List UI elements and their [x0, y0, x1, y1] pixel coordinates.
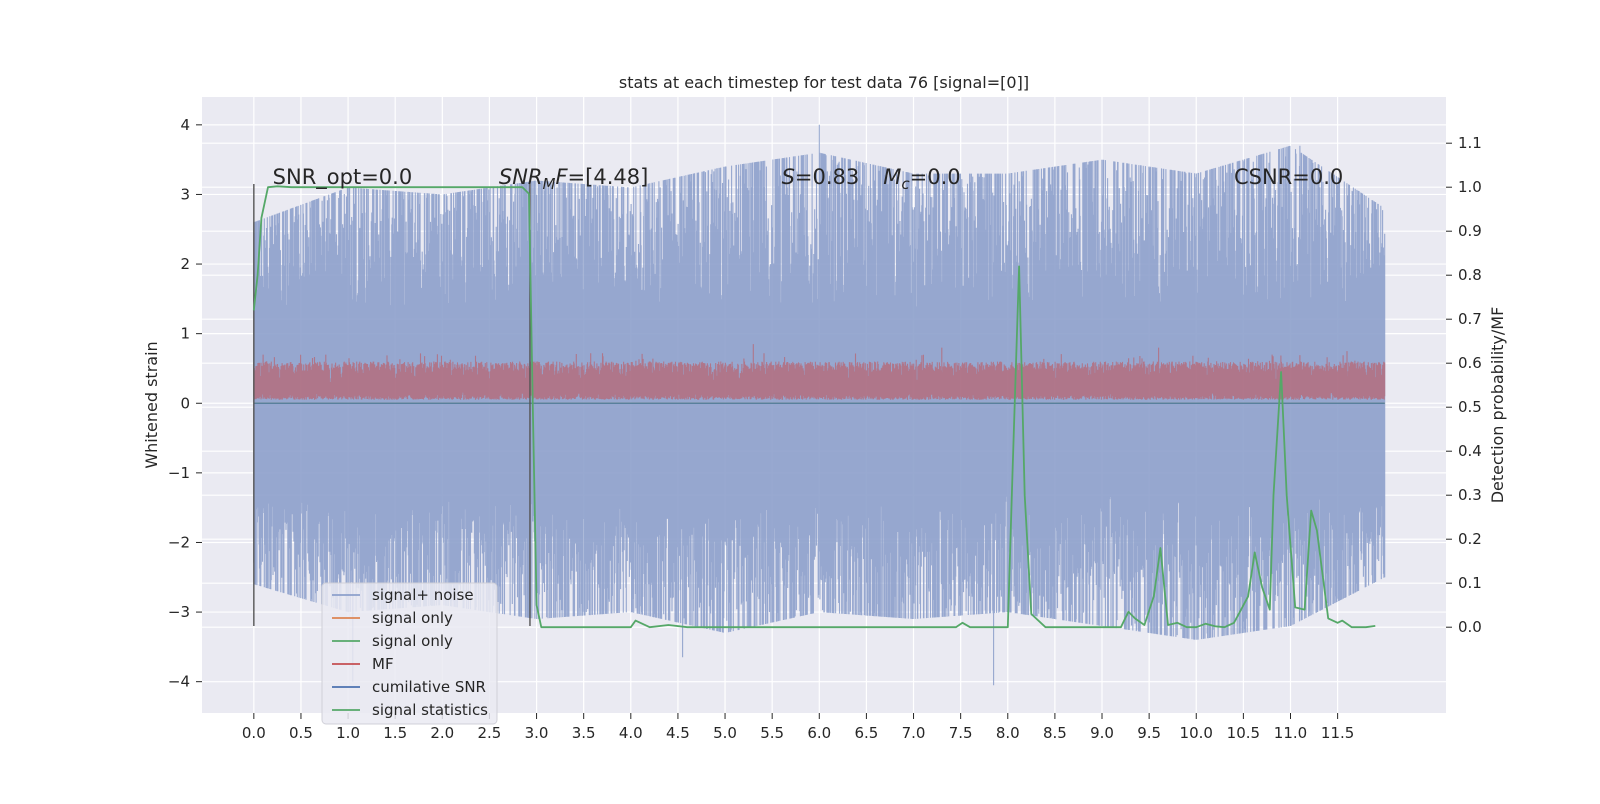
- y-tick-label-0: −4: [168, 673, 190, 691]
- legend-label-0: signal+ noise: [372, 586, 474, 604]
- x-tick-label-18: 9.0: [1090, 724, 1114, 742]
- x-tick-label-3: 1.5: [383, 724, 407, 742]
- y-right-tick-label-7: 0.7: [1458, 310, 1482, 328]
- x-tick-label-19: 9.5: [1137, 724, 1161, 742]
- annotation-snr-opt: SNR_opt=0.0: [273, 165, 413, 190]
- y-right-tick-label-0: 0.0: [1458, 618, 1482, 636]
- annotation-snr-mf: SNRMF=[4.48]: [499, 165, 648, 193]
- y-axis-label-right: Detection probability/MF: [1488, 307, 1507, 504]
- y-right-tick-label-2: 0.2: [1458, 530, 1482, 548]
- x-tick-label-1: 0.5: [289, 724, 313, 742]
- legend-box: [321, 582, 498, 725]
- annotations: SNR_opt=0.0 SNRMF=[4.48] S=0.83 Mc=0.0 CSNR=…: [273, 165, 1344, 193]
- y-tick-label-3: −1: [168, 464, 190, 482]
- x-tick-label-13: 6.5: [854, 724, 878, 742]
- y-axis-label: Whitened strain: [142, 341, 161, 468]
- y-right-tick-label-8: 0.8: [1458, 266, 1482, 284]
- x-tick-label-14: 7.0: [902, 724, 926, 742]
- y-tick-label-4: 0: [180, 394, 190, 412]
- y-tick-label-7: 3: [180, 185, 190, 203]
- x-tick-label-12: 6.0: [807, 724, 831, 742]
- x-tick-label-0: 0.0: [242, 724, 266, 742]
- x-tick-label-22: 11.0: [1274, 724, 1307, 742]
- x-tick-label-5: 2.5: [478, 724, 502, 742]
- y-right-tick-label-4: 0.4: [1458, 442, 1482, 460]
- x-tick-label-6: 3.0: [525, 724, 549, 742]
- legend-label-1: signal only: [372, 609, 453, 627]
- x-tick-label-4: 2.0: [430, 724, 454, 742]
- x-tick-label-17: 8.5: [1043, 724, 1067, 742]
- series-signal-statistics: [252, 185, 1376, 629]
- y-tick-label-1: −3: [168, 603, 190, 621]
- legend: signal+ noise signal only signal only MF cum…: [321, 582, 498, 725]
- signal-statistics-line: [252, 185, 1376, 629]
- x-tick-label-10: 5.0: [713, 724, 737, 742]
- y-right-tick-label-6: 0.6: [1458, 354, 1482, 372]
- y-right-tick-label-1: 0.1: [1458, 574, 1482, 592]
- legend-label-3: MF: [372, 655, 394, 673]
- legend-label-2: signal only: [372, 632, 453, 650]
- annotation-csnr: CSNR=0.0: [1234, 165, 1343, 189]
- y-tick-label-5: 1: [180, 325, 190, 343]
- x-tick-label-8: 4.0: [619, 724, 643, 742]
- y-tick-label-6: 2: [180, 255, 190, 273]
- legend-label-5: signal statistics: [372, 701, 488, 719]
- x-tick-label-15: 7.5: [949, 724, 973, 742]
- x-tick-label-21: 10.5: [1227, 724, 1260, 742]
- y-right-tick-label-11: 1.1: [1458, 134, 1482, 152]
- y-right-tick-label-10: 1.0: [1458, 178, 1482, 196]
- x-tick-label-11: 5.5: [760, 724, 784, 742]
- x-tick-label-9: 4.5: [666, 724, 690, 742]
- y-tick-label-2: −2: [168, 533, 190, 551]
- y-tick-label-8: 4: [180, 116, 190, 134]
- x-tick-label-16: 8.0: [996, 724, 1020, 742]
- x-tick-label-20: 10.0: [1180, 724, 1213, 742]
- y-right-tick-label-9: 0.9: [1458, 222, 1482, 240]
- x-tick-label-23: 11.5: [1321, 724, 1354, 742]
- chart-title: stats at each timestep for test data 76 …: [619, 73, 1029, 92]
- y-right-tick-label-5: 0.5: [1458, 398, 1482, 416]
- legend-label-4: cumilative SNR: [372, 678, 486, 696]
- annotation-s-mc: S=0.83 Mc=0.0: [782, 165, 961, 193]
- x-tick-label-7: 3.5: [572, 724, 596, 742]
- axes: 0.0 0.5 1.0 1.5 2.0 2.5 3.0 3.5 4.0 4.5 5.0 5.5 6.0 6…: [142, 73, 1507, 742]
- y-right-tick-label-3: 0.3: [1458, 486, 1482, 504]
- x-tick-label-2: 1.0: [336, 724, 360, 742]
